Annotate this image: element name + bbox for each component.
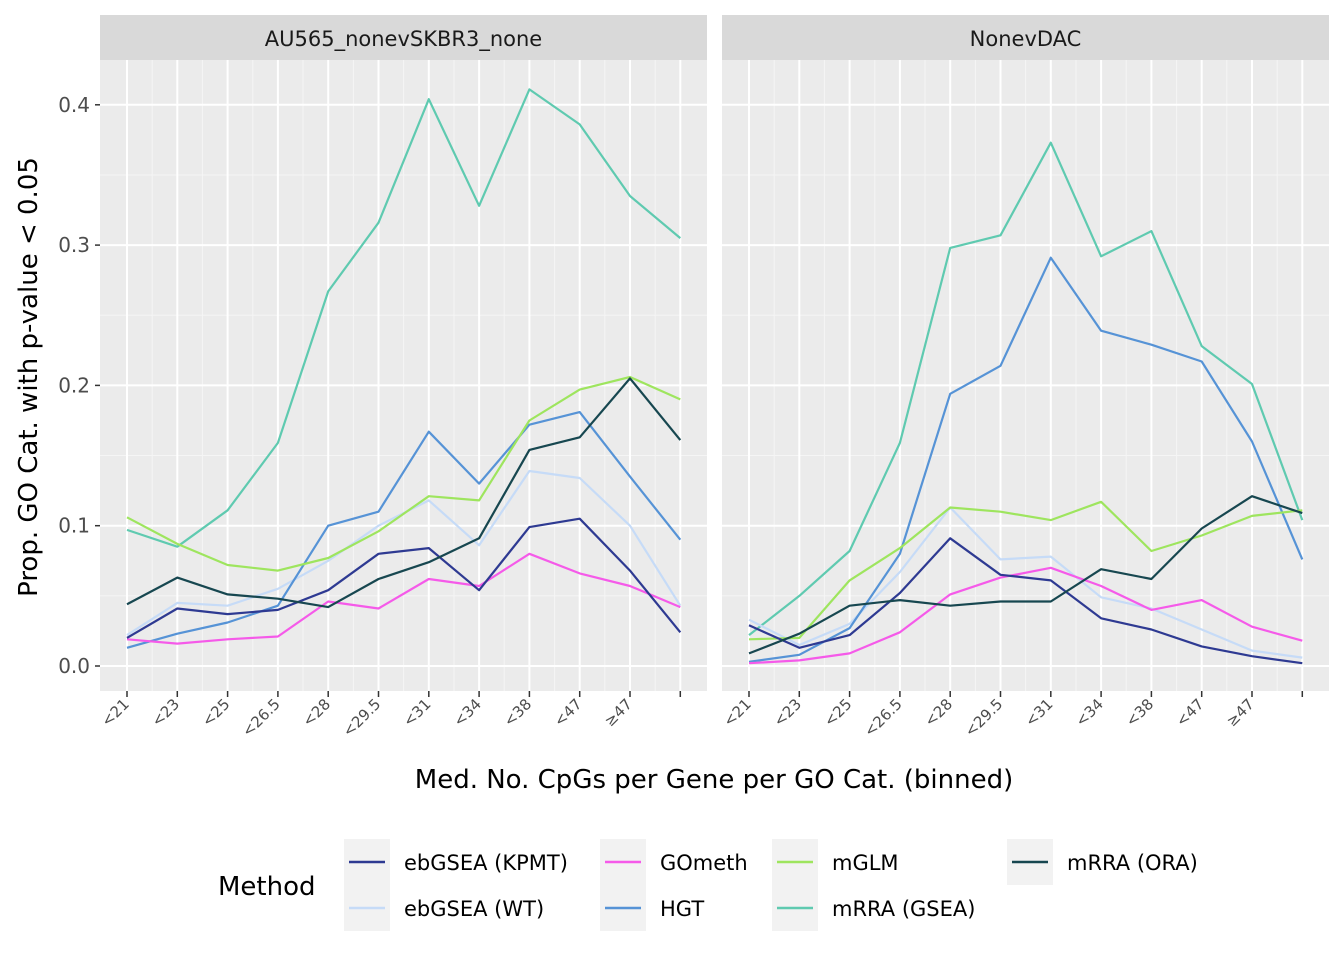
series-line [748, 256, 1304, 663]
facet-strip-title: NonevDAC [970, 27, 1082, 51]
x-tick-label: <29.5 [961, 695, 1006, 740]
x-tick-label: <23 [148, 695, 183, 730]
legend-label: mRRA (ORA) [1067, 851, 1198, 875]
facet-strip [100, 15, 707, 60]
series-line [126, 552, 681, 645]
series-line [126, 375, 681, 572]
x-tick-label: <23 [770, 695, 805, 730]
series-line [126, 377, 682, 609]
x-tick-label: <34 [1072, 695, 1107, 730]
x-tick-label: <21 [720, 695, 755, 730]
legend-label: ebGSEA (WT) [404, 897, 544, 921]
legend-label: mRRA (GSEA) [832, 897, 975, 921]
x-tick-label: <28 [921, 695, 956, 730]
x-axis-title: Med. No. CpGs per Gene per GO Cat. (binn… [415, 765, 1013, 795]
x-tick-label: <38 [1122, 695, 1157, 730]
facet-panel: AU565_nonevSKBR3_none 0.0 0.1 0.2 0.3 0.4 <21 <… [58, 15, 707, 740]
series-line [748, 566, 1303, 665]
x-tick-label: <31 [1022, 695, 1057, 730]
x-tick-label: <25 [820, 695, 855, 730]
x-tick-label: <26.5 [860, 695, 905, 740]
series-line [126, 517, 682, 639]
x-tick-label: <25 [198, 695, 233, 730]
facet-panel: NonevDAC <21 <23 <25 <26.5 <28 <29.5 <31 <34 <38 <… [720, 15, 1329, 740]
y-tick-label: 0.3 [58, 233, 90, 257]
x-tick-label: <29.5 [339, 695, 384, 740]
series-line [126, 411, 682, 649]
series-line [748, 537, 1303, 665]
x-tick-label: <47 [550, 695, 585, 730]
x-tick-label: <38 [500, 695, 535, 730]
x-tick-label: <34 [450, 695, 485, 730]
legend-title: Method [218, 872, 316, 902]
series-line [748, 506, 1303, 659]
y-axis-title: Prop. GO Cat. with p-value < 0.05 [14, 157, 44, 597]
x-tick-label: <26.5 [238, 695, 283, 740]
y-tick-label: 0.4 [58, 93, 90, 117]
legend-label: GOmeth [660, 851, 748, 875]
x-tick-label: <21 [98, 695, 133, 730]
series-line [748, 500, 1303, 641]
y-tick-label: 0.2 [58, 373, 90, 397]
legend-label: mGLM [832, 851, 899, 875]
series-line [126, 88, 682, 548]
series-line [748, 495, 1303, 655]
legend: Method ebGSEA (KPMT) ebGSEA (WT) GOmeth HGT… [218, 839, 1198, 931]
y-tick-label: 0.0 [58, 654, 90, 678]
facet-panels: AU565_nonevSKBR3_none 0.0 0.1 0.2 0.3 0.4 <21 <… [58, 15, 1329, 740]
series-line [748, 141, 1304, 636]
legend-label: ebGSEA (KPMT) [404, 851, 568, 875]
x-tick-label: <28 [299, 695, 334, 730]
y-tick-label: 0.1 [58, 514, 90, 538]
legend-label: HGT [660, 897, 704, 921]
x-tick-label: <31 [400, 695, 435, 730]
x-tick-label: ≥47 [601, 695, 636, 730]
facet-strip [722, 15, 1329, 60]
x-tick-label: ≥47 [1223, 695, 1258, 730]
x-tick-label: <47 [1172, 695, 1207, 730]
facet-strip-title: AU565_nonevSKBR3_none [265, 27, 542, 52]
